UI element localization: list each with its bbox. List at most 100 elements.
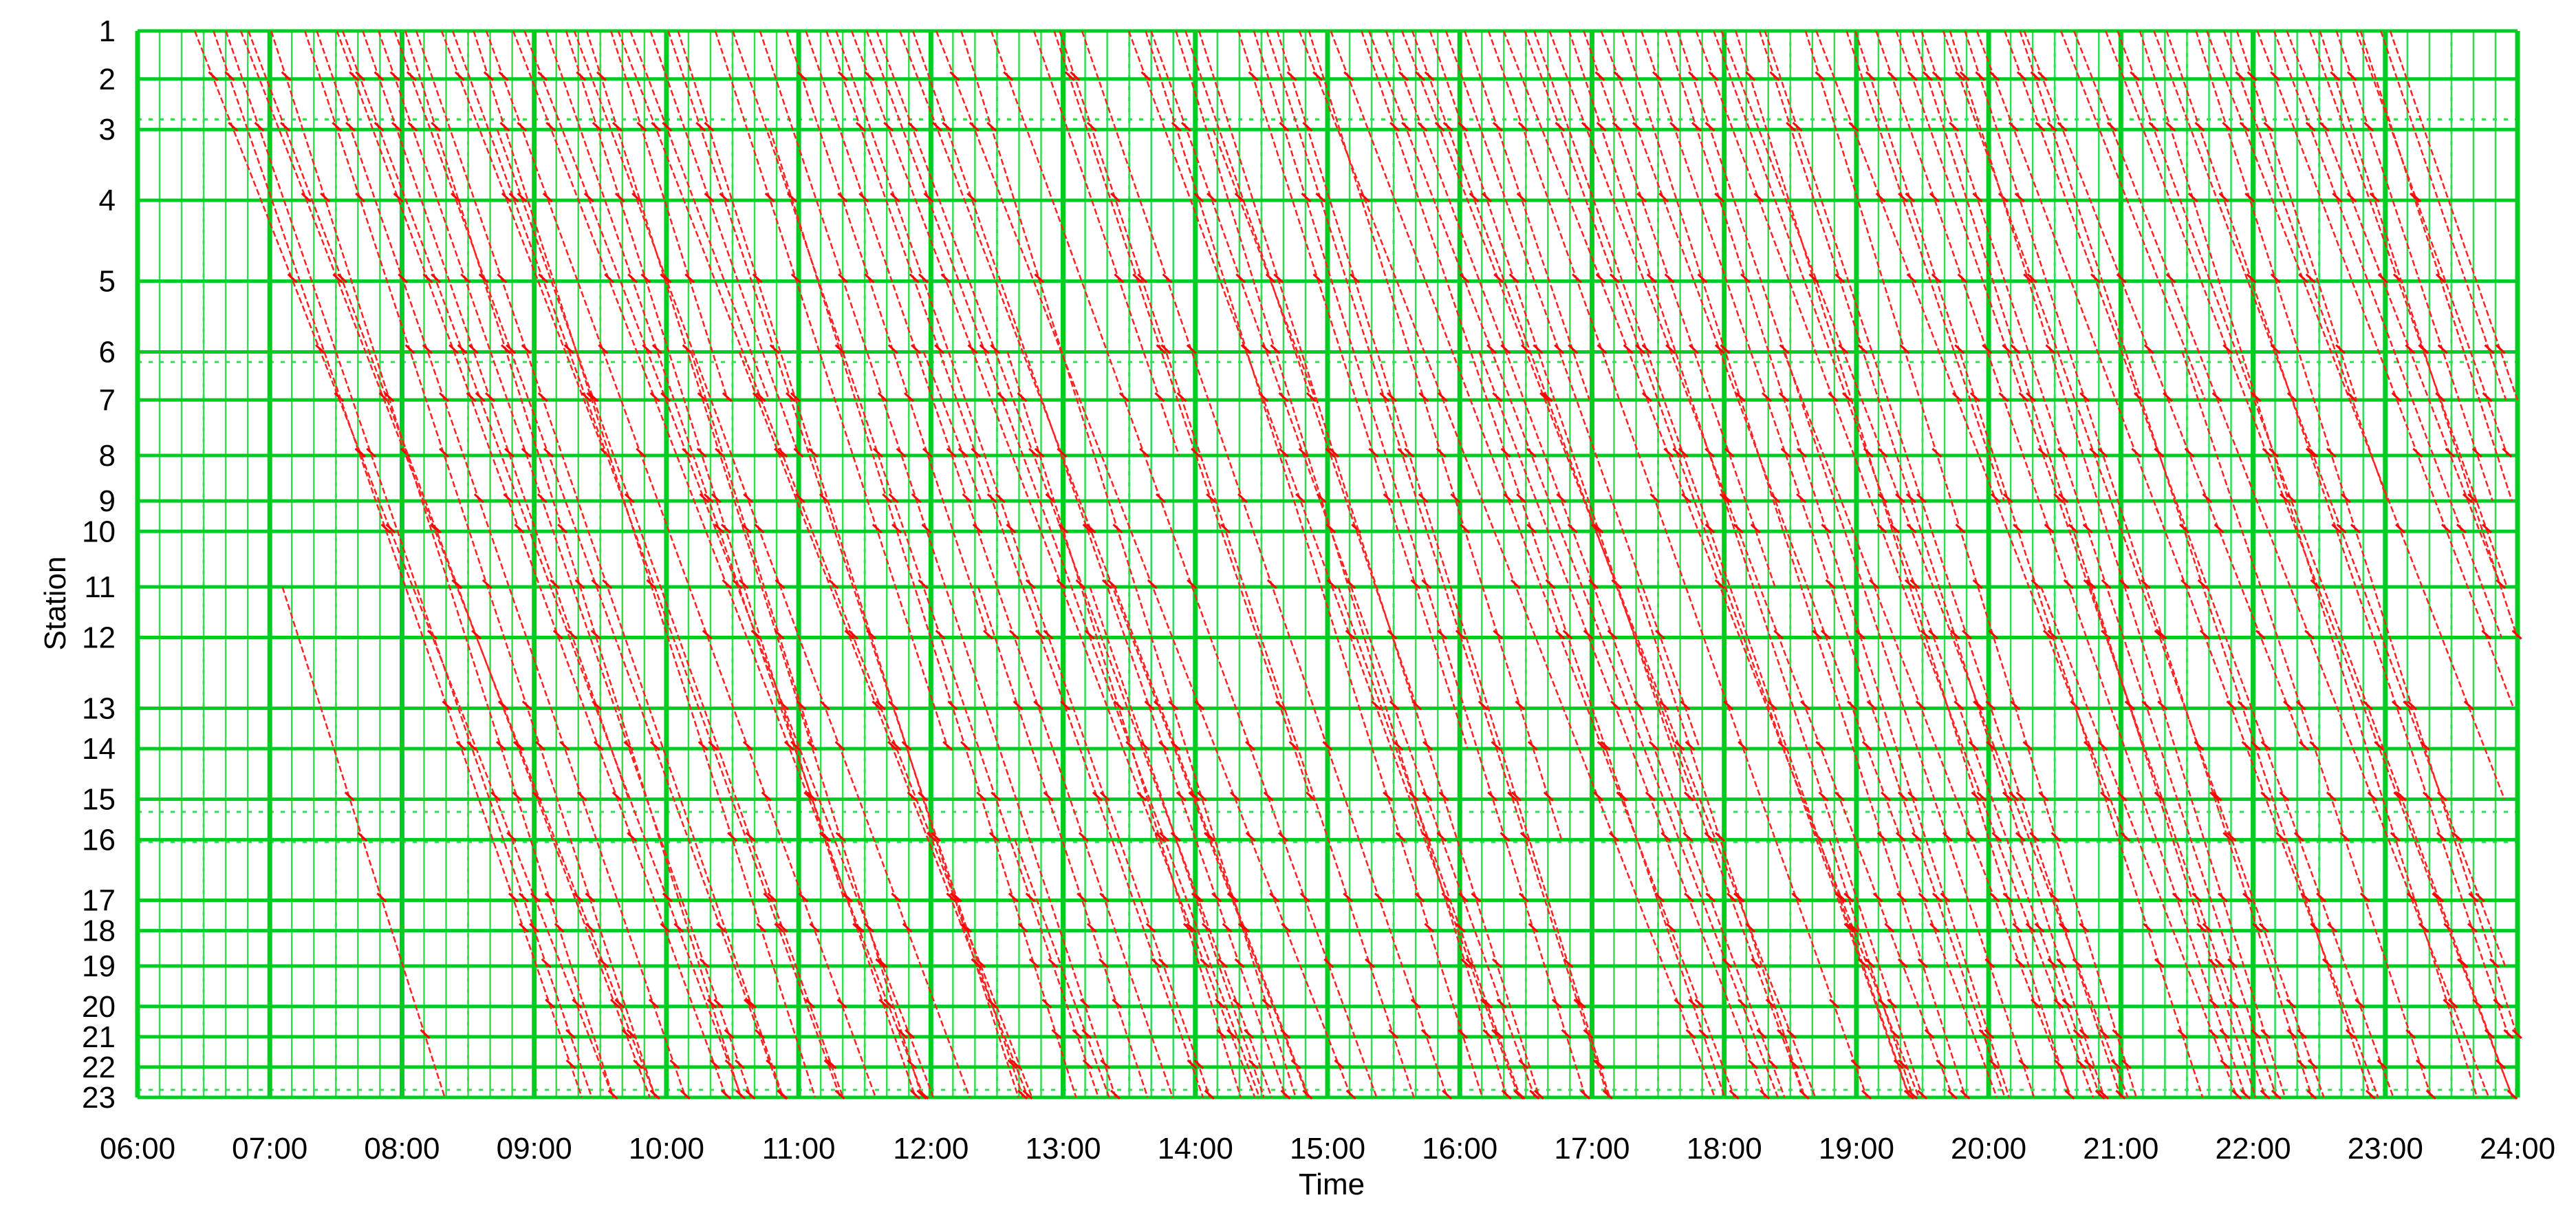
stop-mark <box>2057 122 2068 132</box>
x-tick-label: 15:00 <box>1290 1132 1365 1166</box>
stop-mark <box>1762 392 1773 402</box>
stop-mark <box>508 892 519 903</box>
stop-mark <box>918 791 929 802</box>
stop-mark <box>2016 71 2027 81</box>
stop-mark <box>1848 923 1859 933</box>
stop-mark <box>2391 392 2402 402</box>
stop-mark <box>702 630 713 640</box>
stop-mark <box>2443 923 2454 933</box>
stop-mark <box>1298 447 1309 458</box>
stop-mark <box>1007 1059 1018 1070</box>
train-path <box>2105 30 2513 1098</box>
train-path <box>1713 30 2101 1098</box>
stop-mark <box>1237 493 1248 504</box>
stop-mark <box>542 192 553 203</box>
train-path <box>1676 30 2035 1098</box>
stop-mark <box>864 273 875 283</box>
stop-mark <box>901 741 912 751</box>
stop-mark <box>806 791 817 802</box>
stop-mark <box>2068 524 2079 534</box>
stop-mark <box>498 71 509 81</box>
stop-mark <box>1302 1089 1313 1100</box>
stop-mark <box>2089 447 2100 458</box>
stop-mark <box>796 700 807 711</box>
stop-mark <box>1515 1089 1526 1100</box>
stop-mark <box>1568 344 1579 354</box>
stop-mark <box>1064 71 1075 81</box>
stop-mark <box>2359 892 2370 903</box>
stop-mark <box>1858 958 1869 969</box>
stop-mark <box>918 579 929 590</box>
train-path <box>1175 30 1508 1098</box>
stop-mark <box>2395 524 2406 534</box>
stop-mark <box>2335 344 2346 354</box>
stop-mark <box>1226 1029 1237 1039</box>
stop-mark <box>1533 344 1544 354</box>
stop-mark <box>400 447 411 458</box>
stop-mark <box>1942 832 1953 842</box>
stop-mark <box>1929 923 1940 933</box>
stop-mark <box>1658 700 1669 711</box>
stop-mark <box>1881 791 1892 802</box>
stop-mark <box>1635 344 1646 354</box>
stop-mark <box>501 344 512 354</box>
stop-mark <box>1580 1089 1591 1100</box>
train-path <box>1735 30 2071 1098</box>
stop-mark <box>593 741 604 751</box>
stop-mark <box>504 447 515 458</box>
stop-mark <box>2467 923 2478 933</box>
stop-mark <box>1482 192 1493 203</box>
train-path <box>629 30 770 400</box>
stop-mark <box>1984 1029 1995 1039</box>
train-path <box>1385 30 1786 1098</box>
stop-mark <box>735 1089 746 1100</box>
stop-mark <box>1588 579 1599 590</box>
stop-mark <box>1572 273 1583 283</box>
stop-mark <box>819 700 830 711</box>
stop-mark <box>745 1089 756 1100</box>
stop-mark <box>1217 958 1229 969</box>
stop-mark <box>1422 791 1433 802</box>
stop-mark <box>2481 630 2492 640</box>
stop-mark <box>1687 71 1699 81</box>
stop-mark <box>2279 791 2290 802</box>
stop-mark <box>682 447 693 458</box>
stop-mark <box>2064 1089 2075 1100</box>
stop-mark <box>1215 998 1226 1009</box>
train-path <box>1976 30 2379 1098</box>
stop-mark <box>1322 741 1333 751</box>
stop-mark <box>2297 1029 2308 1039</box>
stop-mark <box>1617 791 1628 802</box>
stop-mark <box>703 493 714 504</box>
stop-mark <box>1421 832 1432 842</box>
train-path <box>1533 30 1911 1098</box>
x-tick-label: 09:00 <box>497 1132 572 1166</box>
stop-mark <box>2156 630 2167 640</box>
stop-mark <box>1815 741 1826 751</box>
train-path <box>248 30 651 1098</box>
stop-mark <box>763 892 774 903</box>
stop-mark <box>1193 192 1204 203</box>
x-tick-label: 16:00 <box>1422 1132 1497 1166</box>
stop-mark <box>2227 958 2238 969</box>
stop-mark <box>2163 392 2174 402</box>
stop-mark <box>471 630 482 640</box>
stop-mark <box>468 344 479 354</box>
stop-mark <box>466 392 477 402</box>
stop-mark <box>224 71 235 81</box>
stop-mark <box>1022 1089 1033 1100</box>
stop-mark <box>828 579 839 590</box>
stop-mark <box>1583 1029 1594 1039</box>
stop-mark <box>572 998 583 1009</box>
stop-mark <box>2022 741 2033 751</box>
stop-mark <box>1734 892 1745 903</box>
stop-mark <box>1459 273 1470 283</box>
stop-mark <box>2063 579 2074 590</box>
stop-mark <box>1410 579 1421 590</box>
stop-mark <box>966 192 977 203</box>
stop-mark <box>1326 579 1337 590</box>
stop-mark <box>2049 892 2060 903</box>
stop-mark <box>986 493 997 504</box>
stop-mark <box>598 958 609 969</box>
stop-mark <box>2298 741 2310 751</box>
